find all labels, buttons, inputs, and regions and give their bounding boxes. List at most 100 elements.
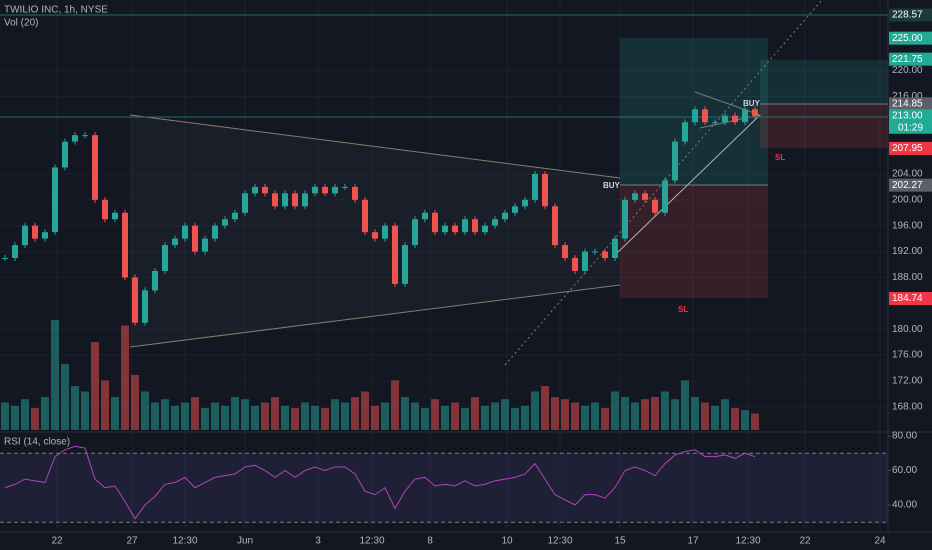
volume-bar <box>661 391 669 430</box>
trend-line <box>129 114 621 179</box>
volume-bar <box>311 405 319 430</box>
candle-body <box>442 225 448 233</box>
price-marker-label: 225.00 <box>892 33 923 44</box>
candle-body <box>652 199 658 213</box>
volume-bar <box>401 397 409 430</box>
y-tick-label: 196.00 <box>892 220 923 231</box>
candle-body <box>522 199 528 207</box>
volume-bar <box>431 399 439 430</box>
candle-body <box>612 238 618 259</box>
candle-body <box>432 212 438 233</box>
candle-body <box>102 199 108 220</box>
candle-body <box>722 115 728 123</box>
candle-body <box>172 238 178 246</box>
candle-body <box>532 173 538 200</box>
price-marker <box>889 141 932 155</box>
volume-bar <box>631 402 639 430</box>
candle-body <box>592 251 598 253</box>
rsi-band <box>0 453 888 523</box>
volume-bar <box>601 408 609 430</box>
candle-body <box>22 225 28 246</box>
volume-bar <box>81 391 89 430</box>
grid <box>0 0 888 532</box>
candle-body <box>662 180 668 213</box>
x-tick-label: 22 <box>51 536 63 547</box>
volume-bar <box>581 405 589 430</box>
volume-bar <box>281 405 289 430</box>
x-tick-label: 12:30 <box>735 536 760 547</box>
volume-bar <box>61 364 69 430</box>
candle-body <box>292 193 298 207</box>
candle-body <box>42 232 48 239</box>
candle-body <box>142 290 148 323</box>
y-tick-label: 200.00 <box>892 194 923 205</box>
volume-bar <box>321 408 329 430</box>
volume-bar <box>51 320 59 430</box>
candle-body <box>462 219 468 233</box>
volume-bar <box>391 380 399 430</box>
price-marker-label: 184.74 <box>892 293 923 304</box>
candle-body <box>342 186 348 188</box>
volume-bar <box>1 402 9 430</box>
candle-body <box>752 109 758 116</box>
volume-bar <box>741 410 749 430</box>
candle-body <box>272 193 278 207</box>
candle-body <box>602 251 608 259</box>
candle-body <box>702 109 708 123</box>
axes: 168.00 172.00 176.00 180.00 188.00 192.00 196.… <box>51 8 932 547</box>
annotation: SL <box>775 153 785 162</box>
x-tick-label: 17 <box>687 536 699 547</box>
volume-bar <box>501 399 509 430</box>
x-tick-label: 15 <box>614 536 626 547</box>
candle-body <box>152 270 158 291</box>
volume-bar <box>11 405 19 430</box>
volume-bar <box>211 402 219 430</box>
y-tick-label: 168.00 <box>892 401 923 412</box>
price-marker <box>889 52 932 66</box>
volume-bar <box>351 397 359 430</box>
rsi-line <box>4 445 756 520</box>
price-marker <box>889 109 932 123</box>
volume-bar <box>531 391 539 430</box>
y-tick-label: 204.00 <box>892 169 923 180</box>
candle-body <box>242 193 248 213</box>
price-marker <box>889 97 932 111</box>
x-tick-label: Jun <box>237 536 253 547</box>
volume-bar <box>551 397 559 430</box>
candle-body <box>132 277 138 323</box>
stop-zone <box>620 185 768 298</box>
volume-bar <box>271 397 279 430</box>
volume-bar <box>141 391 149 430</box>
candle-body <box>202 238 208 252</box>
volume-bar <box>411 402 419 430</box>
volume-bar <box>641 399 649 430</box>
volume <box>1 320 759 430</box>
annotation: BUY <box>603 181 621 190</box>
candle-body <box>332 186 338 194</box>
candle-body <box>472 219 478 233</box>
candle-body <box>82 135 88 137</box>
volume-bar <box>521 405 529 430</box>
volume-bar <box>41 397 49 430</box>
volume-legend: Vol (20) <box>4 18 38 29</box>
volume-bar <box>151 402 159 430</box>
volume-bar <box>31 408 39 430</box>
volume-bar <box>421 408 429 430</box>
candle-body <box>52 167 58 233</box>
candle-body <box>492 219 498 226</box>
volume-bar <box>471 397 479 430</box>
volume-bar <box>591 402 599 430</box>
volume-bar <box>701 402 709 430</box>
price-marker-label: 207.95 <box>892 143 923 154</box>
candle-body <box>352 186 358 200</box>
x-tick-label: 10 <box>501 536 513 547</box>
candle-body <box>222 219 228 226</box>
volume-bar <box>381 402 389 430</box>
candle-body <box>192 225 198 252</box>
stop-zone <box>760 104 888 148</box>
candle-body <box>512 206 518 213</box>
x-tick-label: 24 <box>874 536 886 547</box>
price-marker <box>889 292 932 306</box>
volume-bar <box>441 405 449 430</box>
